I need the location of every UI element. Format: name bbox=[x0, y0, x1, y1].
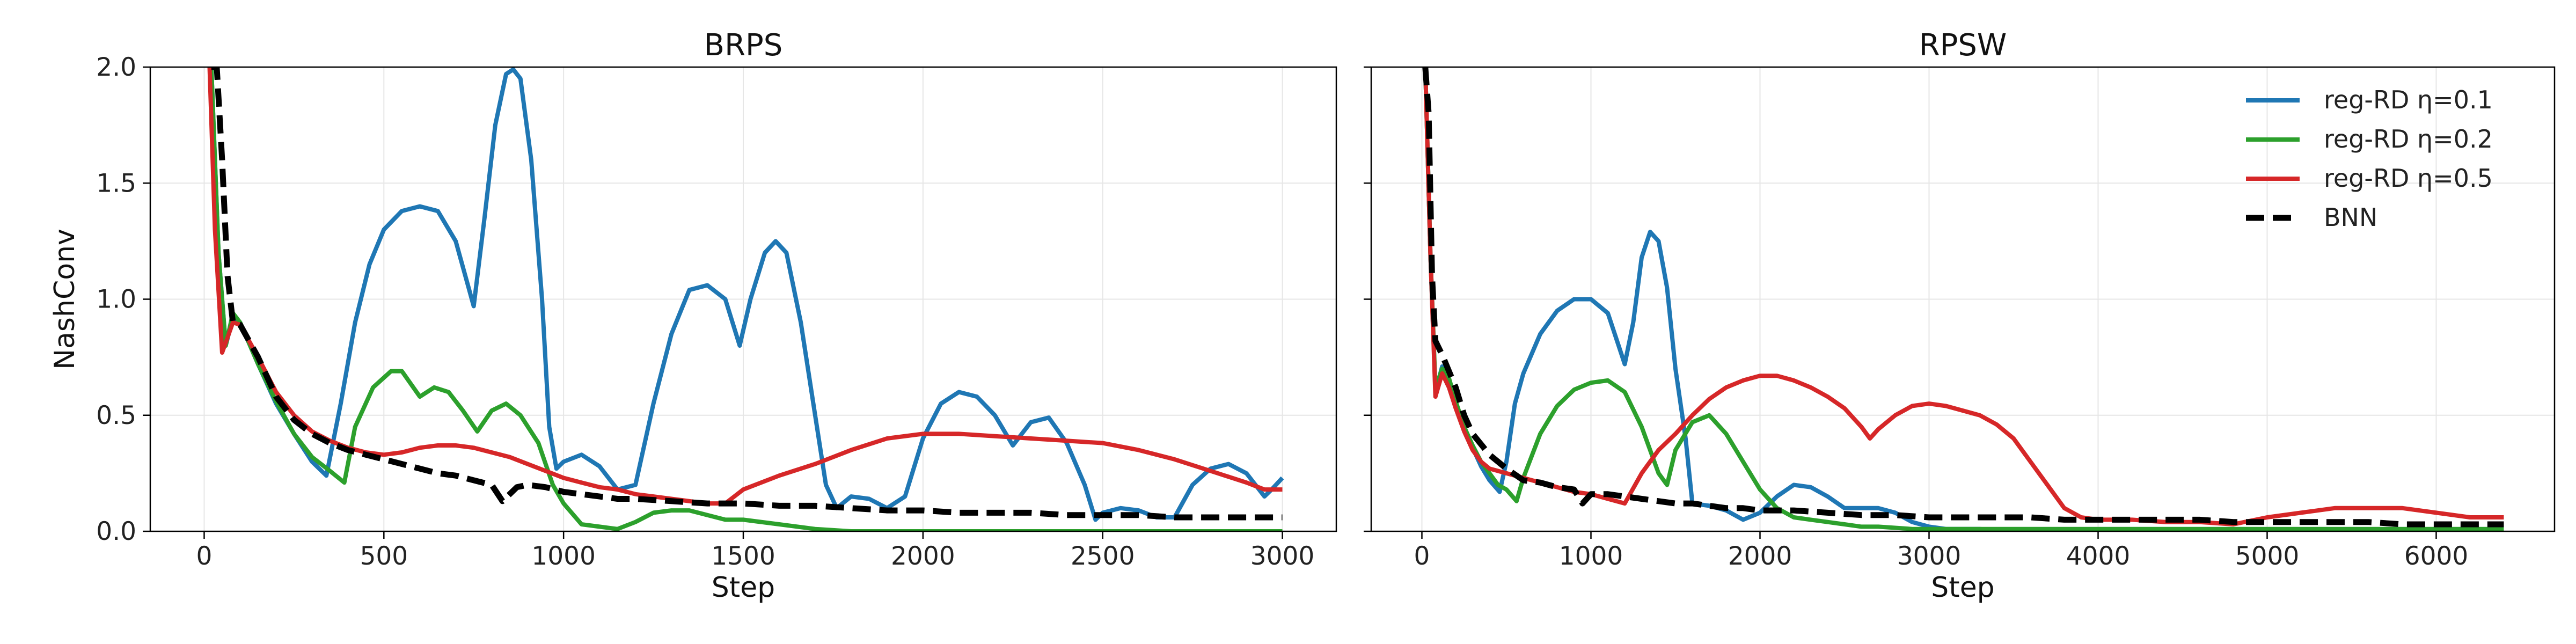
chart-title: RPSW bbox=[1919, 28, 2007, 63]
panel-brps: 0 500 1000 1500 2000 2500 3000 0.0 0.5 1.0 1.5 2.0 B… bbox=[49, 28, 1337, 604]
x-tick-label: 6000 bbox=[2404, 541, 2469, 571]
x-tick-label: 0 bbox=[196, 541, 213, 571]
x-tick-label: 1000 bbox=[1559, 541, 1623, 571]
x-tick-label: 2000 bbox=[1728, 541, 1792, 571]
x-tick-label: 3000 bbox=[1897, 541, 1962, 571]
chart-title: BRPS bbox=[704, 28, 783, 63]
y-tick-label: 2.0 bbox=[96, 53, 136, 82]
x-axis-label: Step bbox=[1931, 572, 1994, 604]
series-line-reg-rd-0.1 bbox=[209, 67, 1284, 522]
series-line-reg-rd-0.2 bbox=[209, 67, 1283, 531]
y-tick-label: 0.5 bbox=[96, 401, 136, 430]
series-line-bnn bbox=[211, 67, 1283, 521]
x-tick-label: 500 bbox=[360, 541, 408, 571]
legend-label: reg-RD η=0.2 bbox=[2324, 125, 2493, 153]
y-tick-label: 1.0 bbox=[96, 285, 136, 314]
x-tick-label: 2500 bbox=[1071, 541, 1135, 571]
panel-rpsw: 0 1000 2000 3000 4000 5000 6000 RPSW Step reg-RD … bbox=[1364, 28, 2556, 604]
y-tick-label: 0.0 bbox=[96, 517, 136, 546]
y-tick-label: 1.5 bbox=[96, 169, 136, 198]
series-line-reg-rd-0.5 bbox=[207, 67, 1283, 506]
x-tick-label: 4000 bbox=[2066, 541, 2131, 571]
y-axis-label: NashConv bbox=[49, 229, 81, 370]
x-tick-label: 2000 bbox=[891, 541, 955, 571]
legend-label: reg-RD η=0.5 bbox=[2324, 164, 2493, 193]
x-tick-label: 1500 bbox=[711, 541, 775, 571]
legend: reg-RD η=0.1 reg-RD η=0.2 reg-RD η=0.5 BNN bbox=[2246, 85, 2493, 232]
series-group bbox=[1422, 67, 2504, 531]
x-tick-label: 5000 bbox=[2235, 541, 2300, 571]
legend-label: reg-RD η=0.1 bbox=[2324, 85, 2493, 114]
series-group bbox=[207, 67, 1284, 531]
legend-label: BNN bbox=[2324, 203, 2377, 232]
x-axis-label: Step bbox=[712, 572, 775, 604]
x-tick-label: 0 bbox=[1414, 541, 1430, 571]
x-tick-label: 1000 bbox=[531, 541, 596, 571]
x-tick-label: 3000 bbox=[1250, 541, 1315, 571]
